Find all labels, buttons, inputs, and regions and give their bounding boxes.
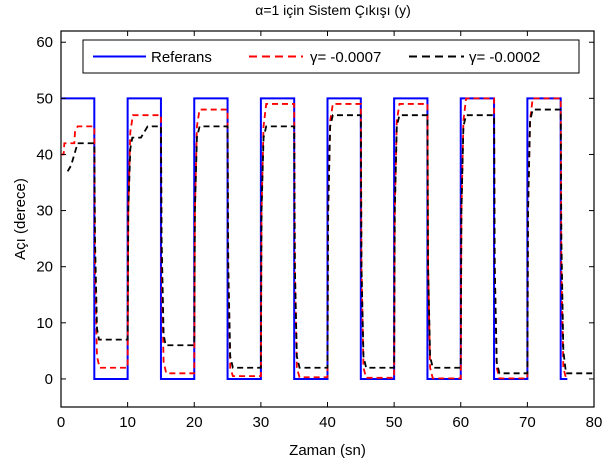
legend-label-gamma-0002: γ= -0.0002 bbox=[469, 49, 540, 66]
y-axis-label: Açı (derece) bbox=[12, 178, 29, 260]
y-tick-label: 50 bbox=[36, 90, 53, 107]
series-line-2 bbox=[66, 108, 594, 375]
x-tick-label: 20 bbox=[186, 414, 203, 431]
y-tick-label: 60 bbox=[36, 34, 53, 51]
y-tick-label: 0 bbox=[45, 371, 53, 388]
x-axis-label: Zaman (sn) bbox=[289, 442, 366, 459]
x-tick-label: 70 bbox=[519, 414, 536, 431]
series-layer bbox=[61, 97, 594, 380]
x-tick-label: 80 bbox=[586, 414, 603, 431]
x-tick-label: 10 bbox=[119, 414, 136, 431]
axis-layer bbox=[60, 31, 595, 407]
legend: Referans γ= -0.0007 γ= -0.0002 bbox=[82, 39, 580, 74]
legend-box bbox=[82, 39, 580, 74]
y-tick-label: 10 bbox=[36, 315, 53, 332]
x-tick-label: 50 bbox=[386, 414, 403, 431]
y-tick-label: 20 bbox=[36, 259, 53, 276]
x-tick-label: 40 bbox=[319, 414, 336, 431]
legend-label-referans: Referans bbox=[151, 49, 212, 66]
legend-label-gamma-0007: γ= -0.0007 bbox=[310, 49, 381, 66]
chart-title: α=1 için Sistem Çıkışı (y) bbox=[255, 2, 411, 18]
x-tick-label: 60 bbox=[452, 414, 469, 431]
x-tick-label: 0 bbox=[57, 414, 65, 431]
tick-label-layer: 0 10 20 30 40 50 60 70 80 0 10 20 30 40 50 60 bbox=[36, 34, 602, 431]
y-tick-label: 40 bbox=[36, 146, 53, 163]
x-tick-label: 30 bbox=[253, 414, 270, 431]
y-tick-label: 30 bbox=[36, 203, 53, 220]
